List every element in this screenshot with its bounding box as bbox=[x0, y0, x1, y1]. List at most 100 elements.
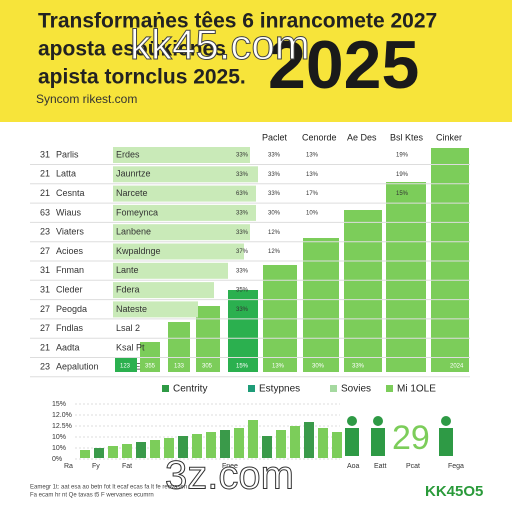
table-cell: Latta bbox=[56, 169, 76, 179]
header-band bbox=[0, 0, 512, 122]
mini-bar bbox=[220, 430, 230, 458]
x-tick-label: Fnee bbox=[222, 463, 238, 470]
mini-bar bbox=[318, 428, 328, 458]
row-bar bbox=[113, 243, 244, 260]
table-cell: 33% bbox=[236, 268, 249, 274]
table-cell: Jaunrtze bbox=[116, 169, 151, 179]
bottom-cell: 355 bbox=[145, 364, 156, 370]
table-cell: 17% bbox=[306, 191, 319, 197]
table-cell: 15% bbox=[396, 191, 409, 197]
table-cell: 33% bbox=[236, 307, 249, 313]
row-bar bbox=[113, 301, 198, 318]
row-bar bbox=[113, 166, 258, 183]
table-cell: 10% bbox=[306, 210, 319, 216]
bottom-cell: 2024 bbox=[450, 364, 464, 370]
big-number: 29 bbox=[392, 419, 430, 457]
mini-bar bbox=[234, 428, 244, 458]
table-cell: 19% bbox=[396, 153, 409, 159]
table-cell: 31 bbox=[40, 149, 50, 159]
table-cell: 63 bbox=[40, 207, 50, 217]
table-cell: Fdera bbox=[116, 284, 140, 294]
mini-bar bbox=[108, 446, 118, 458]
mini-bar bbox=[192, 434, 202, 458]
x-tick-label: Eatt bbox=[374, 463, 387, 470]
x-tick-label: Fega bbox=[448, 463, 464, 470]
table-cell: 27 bbox=[40, 304, 50, 314]
table-cell: 33% bbox=[236, 230, 249, 236]
table-cell: 21 bbox=[40, 342, 50, 352]
title: apista tornclus 2025. bbox=[38, 66, 246, 89]
icon bbox=[441, 416, 451, 426]
column-bar bbox=[303, 238, 339, 372]
table-cell: Kwpaldnge bbox=[116, 246, 161, 256]
mini-bar bbox=[136, 442, 146, 458]
table-cell: 27 bbox=[40, 246, 50, 256]
legend-label: Centrity bbox=[173, 384, 207, 395]
table-cell: Lsal 2 bbox=[116, 323, 140, 333]
column-bar bbox=[386, 182, 426, 372]
icon bbox=[373, 416, 383, 426]
mini-bar bbox=[332, 432, 342, 458]
legend-swatch bbox=[386, 385, 393, 392]
table-cell: Fndlas bbox=[56, 323, 84, 333]
column-header: Bsl Ktes bbox=[390, 132, 424, 142]
subtitle: Syncom rikest.com bbox=[36, 92, 137, 106]
table-cell: 31 bbox=[40, 284, 50, 294]
y-tick-label: 10% bbox=[52, 434, 66, 441]
table-cell: 12% bbox=[268, 230, 281, 236]
row-bar bbox=[115, 358, 137, 372]
bottom-cell: 305 bbox=[202, 364, 213, 370]
bottom-cell: 133 bbox=[174, 364, 185, 370]
table-cell: Ksal Pt bbox=[116, 342, 145, 352]
y-tick-label: 0% bbox=[52, 456, 62, 463]
table-cell: 23 bbox=[40, 227, 50, 237]
legend-label: Estypnes bbox=[259, 384, 300, 395]
table-cell: 13% bbox=[306, 153, 319, 159]
row-bar bbox=[113, 185, 256, 202]
note: Fa ecam hr nt Qe tavas t5 F wervanes ecu… bbox=[30, 493, 154, 499]
watermark: 3z.com bbox=[165, 454, 294, 498]
table-cell: 33% bbox=[236, 153, 249, 159]
brand: KK45O5 bbox=[425, 483, 483, 500]
title: Transformaṅes têes 6 inrancomete 2027 bbox=[38, 10, 437, 33]
x-tick-label: Pcat bbox=[406, 463, 420, 470]
table-cell: 21 bbox=[40, 188, 50, 198]
column-bar bbox=[431, 148, 469, 372]
mini-bar bbox=[164, 438, 174, 458]
legend-swatch bbox=[330, 385, 337, 392]
column-bar bbox=[228, 290, 258, 372]
table-cell: 33% bbox=[268, 153, 281, 159]
year: 2025 bbox=[268, 27, 419, 103]
row-bar bbox=[113, 262, 228, 279]
mini-bar bbox=[248, 420, 258, 458]
y-tick-label: 12.0% bbox=[52, 412, 72, 419]
table-cell: Nateste bbox=[116, 304, 147, 314]
row-bar bbox=[113, 204, 256, 221]
legend-swatch bbox=[162, 385, 169, 392]
mini-bar bbox=[94, 448, 104, 458]
bottom-cell: 30% bbox=[312, 364, 325, 370]
table-cell: 35% bbox=[236, 288, 249, 294]
table-cell: 19% bbox=[396, 172, 409, 178]
x-tick-label: Aoa bbox=[347, 463, 360, 470]
column-header: Cinker bbox=[436, 132, 462, 142]
table-cell: 33% bbox=[268, 172, 281, 178]
table-cell: Erdes bbox=[116, 149, 140, 159]
y-tick-label: 15% bbox=[52, 401, 66, 408]
table-cell: Fomeynca bbox=[116, 207, 158, 217]
watermark: kk45.com bbox=[130, 21, 310, 68]
y-tick-label: 12.5% bbox=[52, 423, 72, 430]
column-bar bbox=[344, 210, 382, 372]
table-cell: Cesnta bbox=[56, 188, 85, 198]
column-header: Paclet bbox=[262, 132, 288, 142]
table-cell: Cleder bbox=[56, 284, 83, 294]
legend-swatch bbox=[248, 385, 255, 392]
table-cell: Aepalution bbox=[56, 362, 99, 372]
row-bar bbox=[113, 282, 214, 299]
table-cell: 27 bbox=[40, 323, 50, 333]
icon bbox=[347, 416, 357, 426]
mini-bar bbox=[178, 436, 188, 458]
table-cell: Narcete bbox=[116, 188, 148, 198]
x-tick-label: Fat bbox=[122, 463, 132, 470]
table-cell: 30% bbox=[268, 210, 281, 216]
